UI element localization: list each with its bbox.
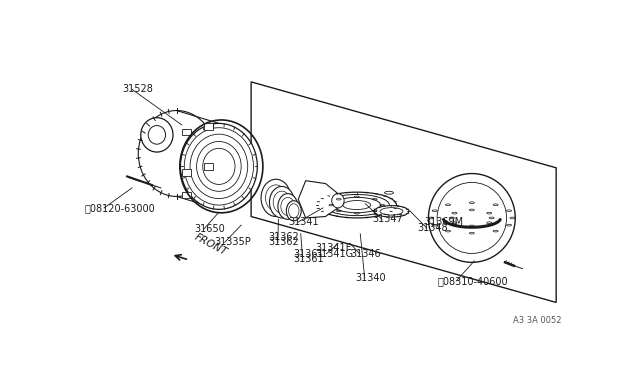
Text: 31348: 31348 [417,223,448,233]
Ellipse shape [380,208,403,215]
Ellipse shape [141,118,173,152]
Ellipse shape [286,201,301,221]
Ellipse shape [261,179,291,217]
Bar [205,123,213,130]
Text: 31347: 31347 [372,214,403,224]
Text: 31346: 31346 [350,249,381,259]
Text: 31362: 31362 [269,237,300,247]
Text: 31369M: 31369M [425,217,464,227]
Ellipse shape [385,191,394,194]
Ellipse shape [374,206,409,217]
Ellipse shape [148,126,166,144]
Ellipse shape [332,193,344,208]
Text: Ⓢ08310-40600: Ⓢ08310-40600 [437,276,508,286]
Text: 31528: 31528 [122,84,153,94]
Ellipse shape [428,173,515,262]
Text: Ⓑ08120-63000: Ⓑ08120-63000 [85,203,156,213]
Text: 31361: 31361 [293,254,324,264]
Text: 31335P: 31335P [214,237,251,247]
Ellipse shape [278,193,298,219]
Polygon shape [251,82,556,302]
Text: 31361: 31361 [293,249,324,259]
Text: 31341: 31341 [288,217,319,227]
Text: 31341G: 31341G [316,249,354,259]
Text: 31362: 31362 [269,231,300,241]
Bar [182,129,191,135]
Ellipse shape [317,192,396,218]
Ellipse shape [180,124,257,209]
Text: 31340: 31340 [355,273,386,283]
Bar [182,169,191,176]
Text: 31650: 31650 [194,224,225,234]
Bar [205,163,213,170]
Text: A3 3A 0052: A3 3A 0052 [513,316,561,326]
Text: FRONT: FRONT [193,232,229,257]
Ellipse shape [269,186,294,218]
Text: 31341F: 31341F [316,243,352,253]
Ellipse shape [138,110,215,196]
Bar [182,192,191,198]
Polygon shape [298,181,338,218]
